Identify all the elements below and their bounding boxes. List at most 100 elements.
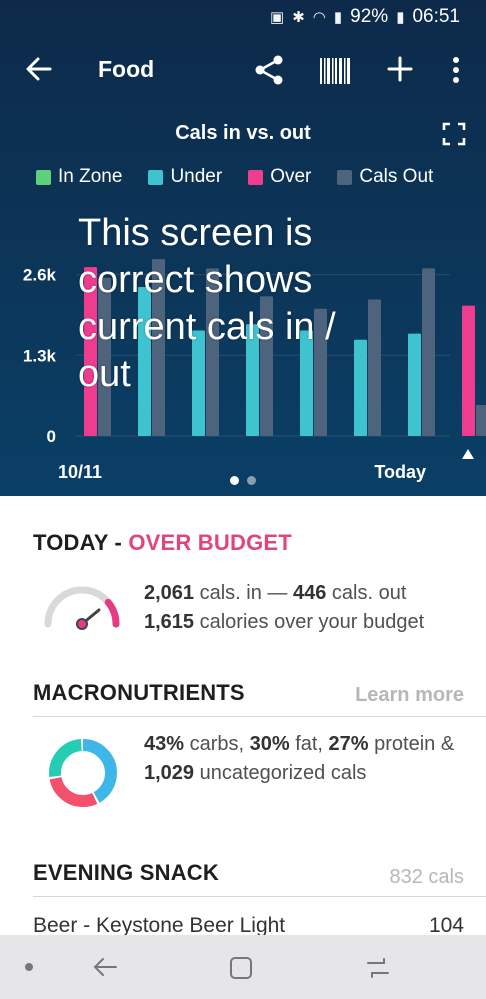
legend-swatch [248, 169, 264, 185]
legend-label: Under [170, 166, 223, 187]
bar-cals-out [98, 277, 111, 436]
budget-gauge-icon [44, 586, 120, 630]
chart-panel: ▣ ✱ ◠ ▮ 92% ▮ 06:51 Food Cals in vs. out [0, 0, 486, 496]
back-arrow-icon[interactable] [24, 54, 54, 84]
carbs-label: carbs, [184, 733, 250, 755]
snack-total: 832 cals [389, 866, 465, 888]
evening-snack-section: EVENING SNACK 832 cals Beer - Keystone B… [0, 856, 486, 936]
more-options-icon[interactable] [446, 54, 466, 86]
bar-cals-in [84, 267, 97, 436]
bar-cals-out [314, 308, 327, 436]
macros-donut-chart [49, 739, 117, 807]
page-dot-active[interactable] [230, 476, 239, 485]
fullscreen-icon[interactable] [442, 122, 466, 146]
legend-over: Over [248, 166, 311, 188]
chart-title: Cals in vs. out [175, 122, 311, 144]
food-item-name[interactable]: Beer - Keystone Beer Light [33, 914, 286, 936]
snack-heading: EVENING SNACK [33, 860, 219, 885]
today-section: TODAY - OVER BUDGET 2,061 cals. in — 446… [0, 524, 486, 674]
page-dot[interactable] [247, 476, 256, 485]
cals-in-value: 2,061 [144, 582, 195, 604]
macros-heading: MACRONUTRIENTS [33, 680, 245, 705]
system-nav-bar [0, 935, 486, 999]
food-item-cals[interactable]: 104 [428, 914, 464, 936]
divider [33, 716, 486, 717]
legend-under: Under [148, 166, 222, 188]
nav-recents-icon[interactable] [364, 955, 392, 981]
legend-swatch [36, 169, 51, 185]
battery-icon: ▮ [396, 9, 405, 26]
legend-swatch [337, 169, 353, 185]
gauge-hub [76, 618, 88, 630]
y-tick-label: 0 [47, 427, 56, 446]
bar-cals-in [192, 330, 205, 436]
clock: 06:51 [412, 6, 460, 27]
legend-in-zone: In Zone [36, 166, 122, 188]
nav-back-icon[interactable] [92, 955, 118, 979]
today-label: TODAY - [33, 530, 129, 555]
nav-dot-icon [25, 963, 33, 971]
nav-home-icon[interactable] [228, 955, 254, 981]
today-heading: TODAY - OVER BUDGET [33, 530, 292, 556]
bar-cals-out [206, 268, 219, 436]
chart-legend: In Zone Under Over Cals Out [36, 166, 433, 188]
add-icon[interactable] [386, 54, 414, 84]
cals-bar-chart[interactable]: 2.6k 1.3k 010/11 Today [0, 200, 486, 496]
learn-more-link[interactable]: Learn more [355, 684, 464, 706]
cals-in-label: cals. in — [194, 582, 293, 604]
donut-segment-fat [49, 739, 117, 807]
legend-cals-out: Cals Out [337, 166, 433, 188]
carbs-value: 43% [144, 733, 185, 755]
protein-label: protein & [368, 733, 455, 755]
battery-percent: 92% [350, 6, 389, 27]
bar-cals-out [476, 404, 486, 436]
over-label: calories over your budget [194, 611, 425, 633]
share-icon[interactable] [254, 54, 286, 86]
bar-cals-in [462, 305, 475, 436]
macros-summary: 43% carbs, 30% fat, 27% protein & 1,029 … [144, 730, 474, 788]
over-value: 1,615 [144, 611, 195, 633]
barcode-icon[interactable] [320, 58, 350, 84]
fat-value: 30% [249, 733, 290, 755]
fat-label: fat, [289, 733, 329, 755]
budget-status: OVER BUDGET [128, 530, 292, 555]
app-bar: Food [0, 40, 486, 100]
wifi-icon: ◠ [312, 9, 326, 26]
gauge-over-arc [104, 598, 120, 628]
y-tick-label: 2.6k [23, 266, 57, 285]
legend-label: Over [270, 166, 312, 187]
signal-icon: ▮ [333, 9, 343, 26]
divider [33, 896, 486, 897]
donut-segment-carbs [49, 739, 117, 807]
uncategorized-value: 1,029 [144, 762, 195, 784]
x-end-label: Today [374, 462, 426, 482]
bar-cals-out [152, 259, 165, 436]
overlay-annotation: This screen is correct shows current cal… [78, 212, 336, 395]
bar-cals-in [138, 287, 151, 436]
bar-cals-in [408, 333, 421, 436]
page-indicator[interactable] [0, 476, 486, 485]
cals-out-value: 446 [292, 582, 327, 604]
bar-cals-out [368, 299, 381, 436]
bar-cals-in [354, 339, 367, 436]
legend-label: In Zone [58, 166, 123, 187]
page-title: Food [98, 56, 155, 82]
bar-cals-out [422, 268, 435, 436]
cals-out-label: cals. out [326, 582, 407, 604]
today-summary: 2,061 cals. in — 446 cals. out 1,615 cal… [144, 579, 424, 637]
status-bar: ▣ ✱ ◠ ▮ 92% ▮ 06:51 [0, 0, 486, 34]
bar-cals-in [300, 330, 313, 436]
bluetooth-icon: ✱ [292, 9, 305, 26]
bar-cals-in [246, 324, 259, 436]
x-start-label: 10/11 [58, 462, 102, 482]
legend-label: Cals Out [359, 166, 434, 187]
legend-swatch [148, 169, 164, 185]
y-tick-label: 1.3k [23, 346, 57, 365]
image-icon: ▣ [270, 9, 285, 26]
donut-segment-protein [49, 739, 117, 807]
today-marker-icon [462, 449, 474, 459]
uncategorized-label: uncategorized cals [194, 762, 367, 784]
bar-cals-out [260, 296, 273, 436]
protein-value: 27% [328, 733, 369, 755]
macros-section: MACRONUTRIENTS Learn more 43% carbs, 30%… [0, 676, 486, 846]
